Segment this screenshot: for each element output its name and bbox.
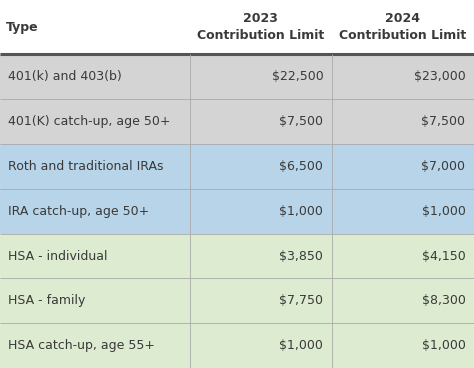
Text: $1,000: $1,000 (279, 205, 323, 218)
Text: $8,300: $8,300 (421, 294, 465, 307)
Text: Type: Type (6, 21, 38, 34)
Text: $22,500: $22,500 (272, 70, 323, 84)
Text: 2024
Contribution Limit: 2024 Contribution Limit (339, 13, 466, 42)
Text: $7,000: $7,000 (421, 160, 465, 173)
Bar (0, 234, 474, 279)
Text: Roth and traditional IRAs: Roth and traditional IRAs (8, 160, 163, 173)
Text: 2023
Contribution Limit: 2023 Contribution Limit (197, 13, 324, 42)
Text: $3,850: $3,850 (279, 250, 323, 262)
Text: HSA - family: HSA - family (8, 294, 85, 307)
Text: $1,000: $1,000 (421, 339, 465, 352)
Text: HSA - individual: HSA - individual (8, 250, 107, 262)
Text: $23,000: $23,000 (414, 70, 465, 84)
Bar (0, 279, 474, 323)
Text: HSA catch-up, age 55+: HSA catch-up, age 55+ (8, 339, 155, 352)
Text: $1,000: $1,000 (421, 205, 465, 218)
Bar (0, 323, 474, 368)
Text: $7,500: $7,500 (279, 115, 323, 128)
Text: $4,150: $4,150 (422, 250, 465, 262)
Text: $7,500: $7,500 (421, 115, 465, 128)
Text: 401(k) and 403(b): 401(k) and 403(b) (8, 70, 121, 84)
Text: $6,500: $6,500 (279, 160, 323, 173)
Text: $7,750: $7,750 (279, 294, 323, 307)
Bar (0, 144, 474, 189)
Bar (0, 189, 474, 234)
Text: $1,000: $1,000 (279, 339, 323, 352)
Text: 401(K) catch-up, age 50+: 401(K) catch-up, age 50+ (8, 115, 170, 128)
Bar (0, 0, 474, 54)
Bar (0, 99, 474, 144)
Text: IRA catch-up, age 50+: IRA catch-up, age 50+ (8, 205, 149, 218)
Bar (0, 54, 474, 99)
